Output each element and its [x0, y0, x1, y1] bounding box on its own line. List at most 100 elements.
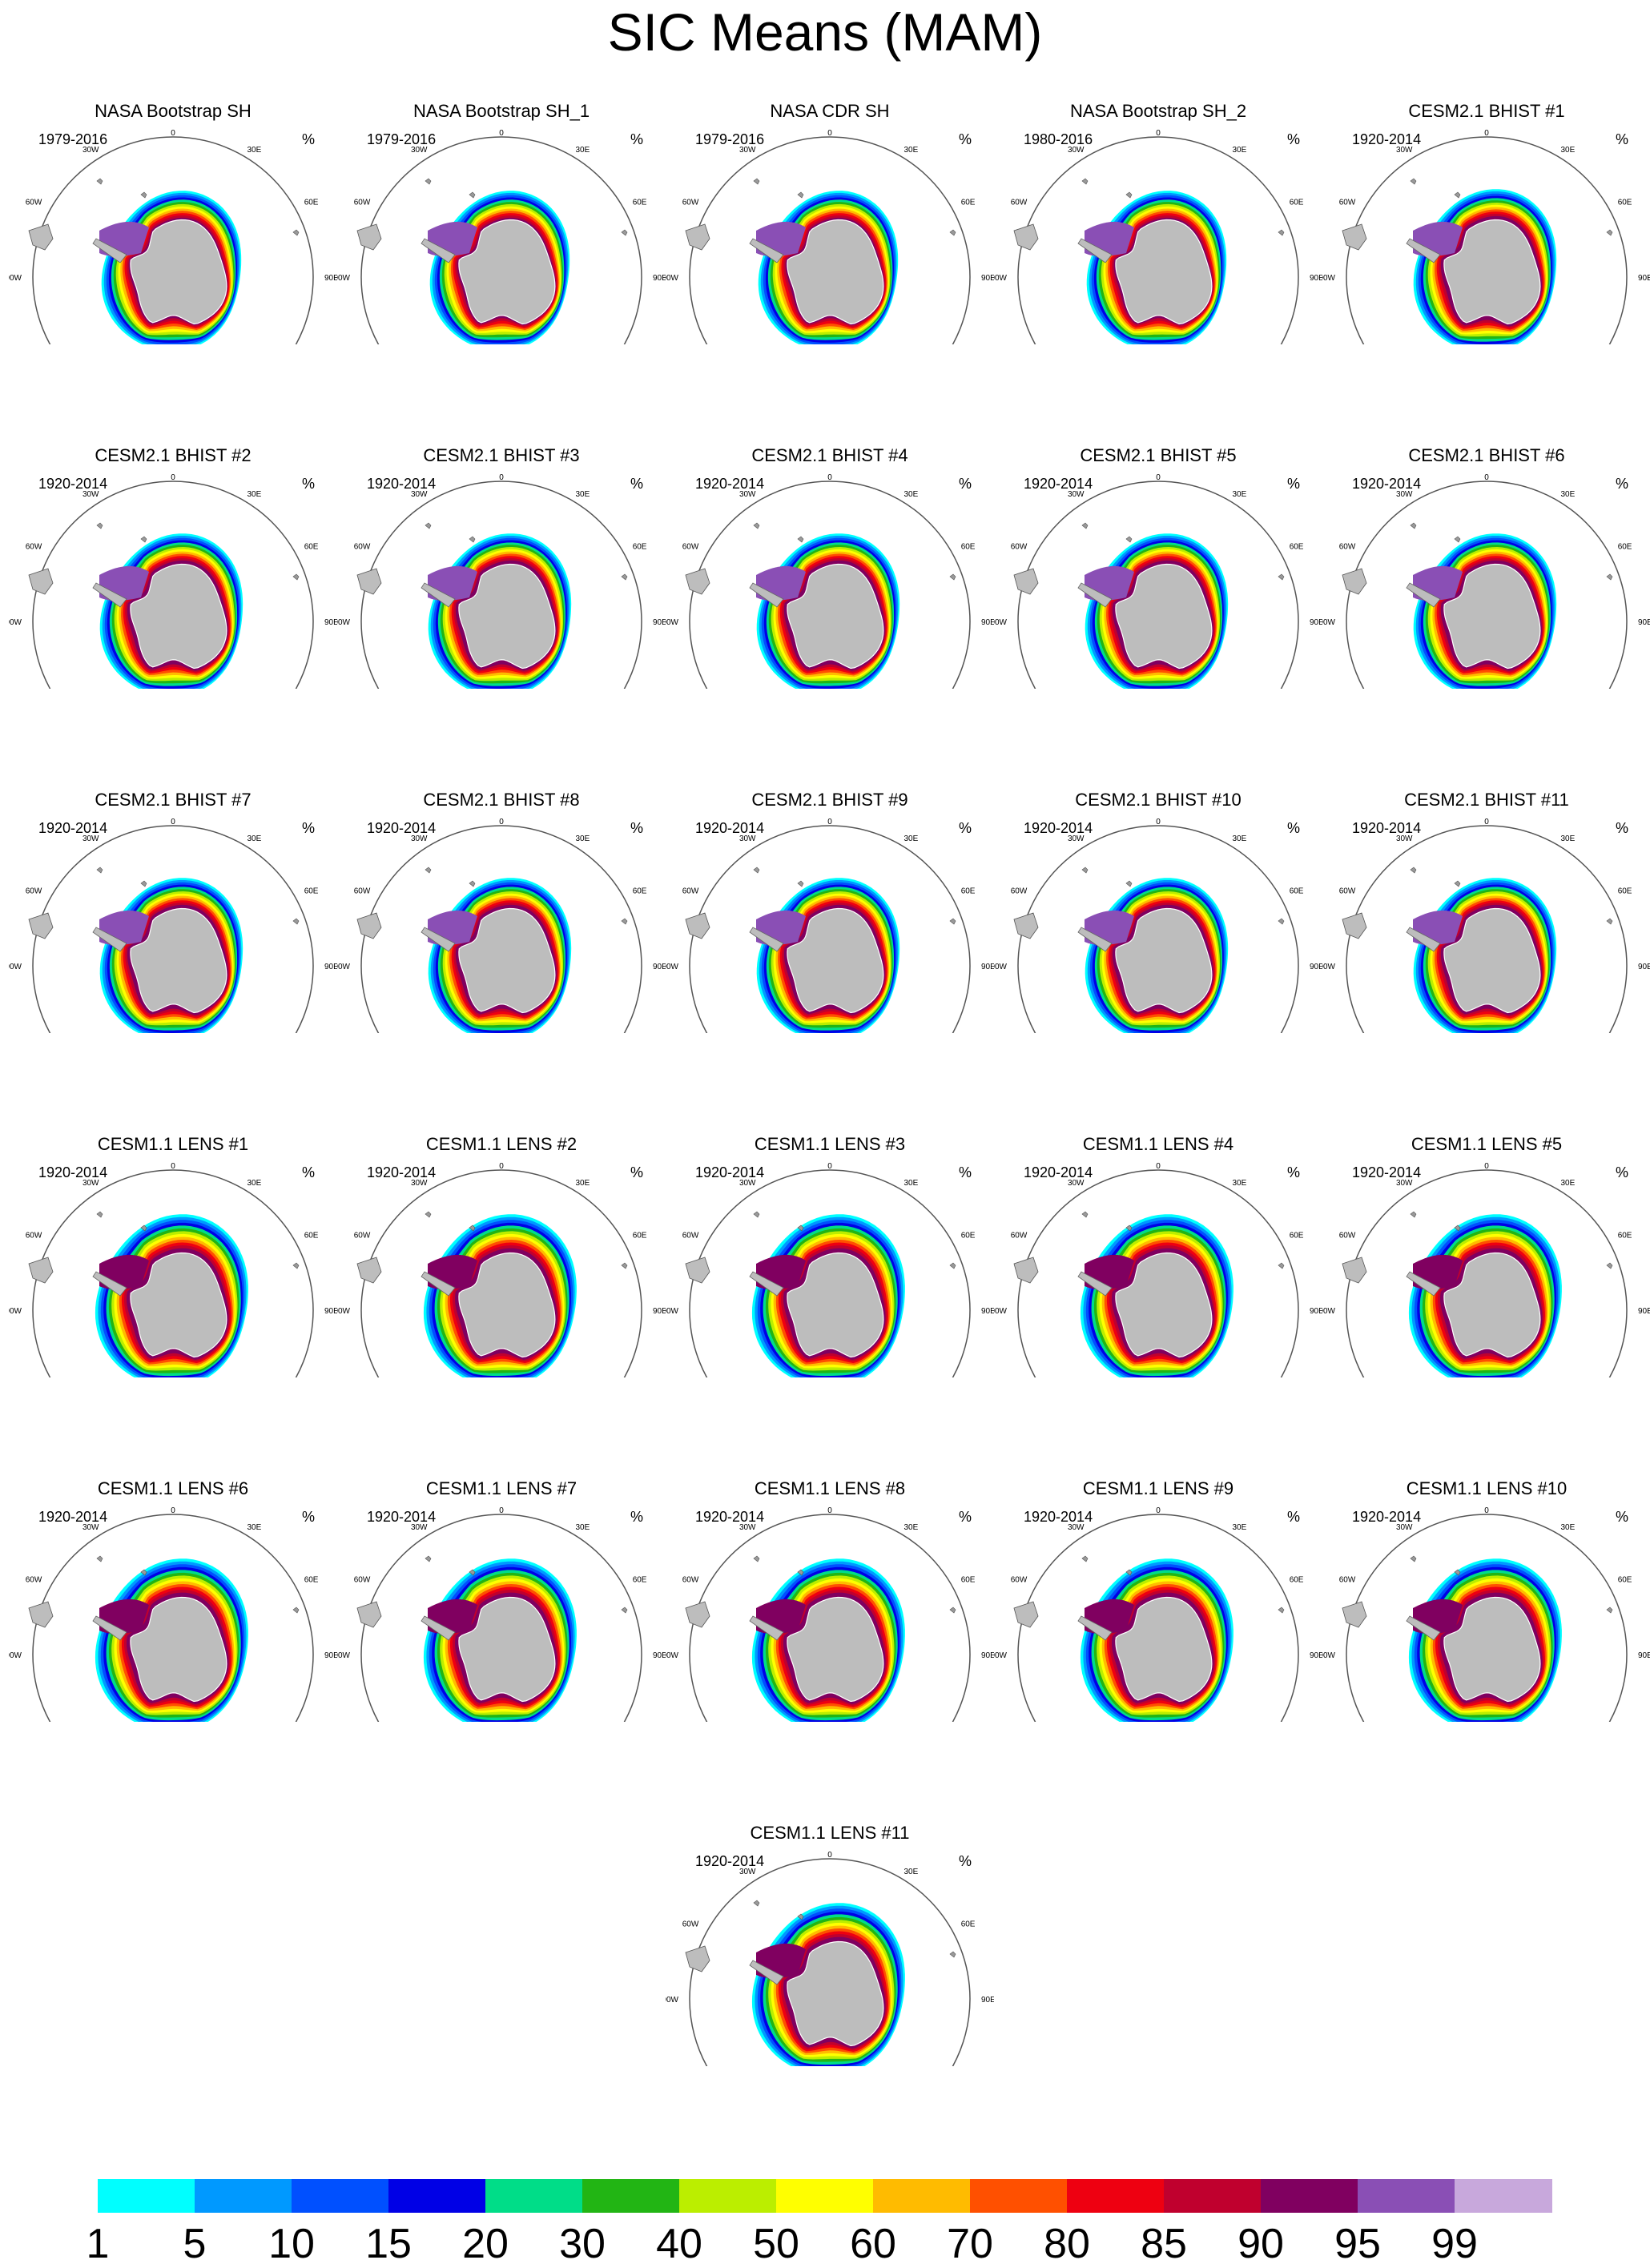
antarctica-landmass	[1115, 563, 1213, 670]
panel-period: 1920-2014	[367, 1164, 437, 1180]
longitude-label: 0	[1156, 1506, 1161, 1515]
longitude-label: 30W	[1068, 490, 1085, 499]
antarctic-peninsula	[749, 582, 784, 608]
panel-period: 1920-2014	[38, 1509, 108, 1525]
longitude-label: 0	[499, 129, 504, 138]
longitude-label: 0	[499, 818, 504, 826]
island	[949, 918, 956, 925]
panel-title: CESM1.1 LENS #3	[754, 1134, 906, 1154]
polar-map: 030E60E90E120E150E180150W120W90W60W30W	[337, 129, 666, 344]
panel-unit: %	[958, 1509, 972, 1525]
island	[1454, 1224, 1461, 1232]
longitude-label: 30E	[1233, 490, 1247, 499]
island	[1278, 229, 1285, 236]
longitude-label: 30W	[82, 834, 99, 843]
longitude-label: 90W	[666, 1651, 679, 1660]
antarctica-landmass	[1443, 1252, 1541, 1358]
panel-unit: %	[301, 1509, 315, 1525]
panel-title: NASA Bootstrap SH_2	[1069, 101, 1247, 121]
longitude-label: 90W	[666, 1307, 679, 1316]
panel-unit: %	[630, 820, 643, 836]
polar-map: 030E60E90E120E150E180150W120W90W60W30W	[9, 1506, 337, 1722]
island	[425, 867, 432, 874]
panel-period: 1920-2014	[367, 820, 437, 836]
panel-unit: %	[1615, 820, 1628, 836]
antarctica-landmass	[458, 219, 556, 325]
longitude-label: 30E	[1561, 1523, 1576, 1532]
island	[1410, 178, 1417, 185]
panel-unit: %	[1615, 476, 1628, 492]
island	[425, 1211, 432, 1218]
panel-unit: %	[630, 131, 643, 147]
longitude-label: 60E	[1618, 1232, 1632, 1241]
antarctica-landmass	[787, 1596, 884, 1703]
antarctica-landmass	[1443, 219, 1541, 325]
longitude-label: 30W	[739, 146, 756, 155]
longitude-label: 90E	[981, 1996, 994, 2005]
panel-period: 1920-2014	[1024, 476, 1093, 492]
panel-period: 1920-2014	[367, 1509, 437, 1525]
longitude-label: 90E	[1638, 618, 1650, 627]
longitude-label: 90W	[666, 1996, 679, 2005]
panel-period: 1979-2016	[38, 131, 108, 147]
panel-period: 1979-2016	[695, 131, 765, 147]
longitude-label: 30E	[1561, 490, 1576, 499]
panel-unit: %	[630, 476, 643, 492]
map-panel: 030E60E90E120E150E180150W120W90W60W30WCE…	[337, 1033, 666, 1377]
longitude-label: 90W	[1322, 1307, 1336, 1316]
panel-unit: %	[958, 1164, 972, 1180]
polar-map: 030E60E90E120E150E180150W120W90W60W30W	[666, 1851, 994, 2066]
panel-unit: %	[301, 131, 315, 147]
longitude-label: 90E	[324, 1307, 337, 1316]
longitude-label: 90W	[666, 618, 679, 627]
panel-period: 1920-2014	[695, 820, 765, 836]
longitude-label: 60E	[633, 1576, 647, 1585]
island	[949, 1951, 956, 1958]
antarctic-peninsula	[1077, 1615, 1113, 1641]
longitude-label: 60W	[682, 1920, 699, 1929]
south-america-tip	[1013, 912, 1039, 939]
polar-map: 030E60E90E120E150E180150W120W90W60W30W	[1322, 818, 1650, 1033]
map-panel: 030E60E90E120E150E180150W120W90W60W30WCE…	[666, 1377, 994, 1722]
map-panel: 030E60E90E120E150E180150W120W90W60W30WCE…	[9, 1033, 337, 1377]
south-america-tip	[1342, 568, 1367, 595]
island	[1454, 1569, 1461, 1576]
longitude-label: 60W	[26, 887, 42, 896]
antarctica-landmass	[130, 907, 227, 1014]
longitude-label: 0	[827, 818, 832, 826]
south-america-tip	[685, 1945, 710, 1972]
island	[797, 880, 804, 887]
map-panel: 030E60E90E120E150E180150W120W90W60W30WCE…	[994, 1033, 1322, 1377]
island	[425, 1555, 432, 1562]
longitude-label: 30W	[1068, 146, 1085, 155]
panel-period: 1920-2014	[695, 476, 765, 492]
antarctica-landmass	[787, 1940, 884, 2047]
south-america-tip	[28, 1257, 54, 1284]
longitude-label: 30W	[1068, 1523, 1085, 1532]
longitude-label: 30E	[904, 1179, 919, 1188]
longitude-label: 0	[499, 473, 504, 482]
longitude-label: 30E	[1561, 834, 1576, 843]
south-america-tip	[28, 568, 54, 595]
longitude-label: 90W	[337, 963, 351, 971]
island	[1410, 867, 1417, 874]
longitude-label: 0	[171, 1162, 175, 1171]
island	[140, 536, 147, 543]
panel-period: 1920-2014	[695, 1509, 765, 1525]
panel-title: CESM2.1 BHIST #1	[1408, 101, 1565, 121]
map-panel: 030E60E90E120E150E180150W120W90W60W30WCE…	[1322, 1377, 1650, 1722]
antarctica-landmass	[458, 563, 556, 670]
panel-period: 1920-2014	[1024, 820, 1093, 836]
longitude-label: 30E	[1233, 834, 1247, 843]
longitude-label: 0	[1484, 129, 1489, 138]
south-america-tip	[1013, 568, 1039, 595]
longitude-label: 90E	[1638, 1651, 1650, 1660]
map-panel: 030E60E90E120E150E180150W120W90W60W30WCE…	[994, 1377, 1322, 1722]
island	[621, 1606, 628, 1614]
south-america-tip	[685, 912, 710, 939]
panel-unit: %	[1286, 1164, 1300, 1180]
panel-unit: %	[958, 131, 972, 147]
longitude-label: 0	[827, 1506, 832, 1515]
longitude-label: 90W	[994, 618, 1008, 627]
polar-map: 030E60E90E120E150E180150W120W90W60W30W	[666, 129, 994, 344]
